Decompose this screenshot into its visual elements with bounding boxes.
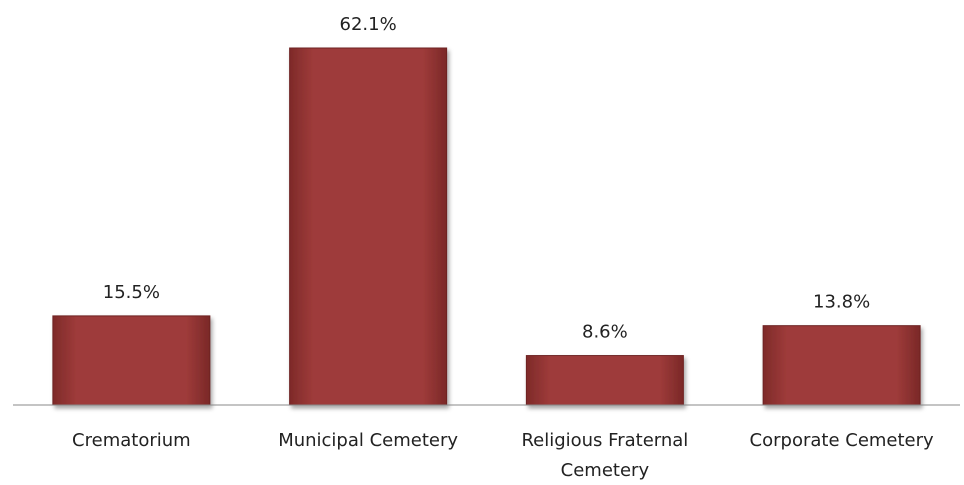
bar <box>762 325 921 406</box>
data-label: 8.6% <box>582 322 628 343</box>
bar <box>525 355 684 406</box>
bar <box>289 47 448 406</box>
x-tick-label: Municipal Cemetery <box>278 430 458 451</box>
x-tick-label: Religious Fraternal Cemetery <box>521 430 688 481</box>
bar <box>52 315 211 406</box>
data-label: 13.8% <box>813 292 870 313</box>
data-label: 62.1% <box>340 14 397 35</box>
x-tick-label: Crematorium <box>72 430 191 451</box>
data-label: 15.5% <box>103 282 160 303</box>
x-tick-label: Corporate Cemetery <box>750 430 934 451</box>
